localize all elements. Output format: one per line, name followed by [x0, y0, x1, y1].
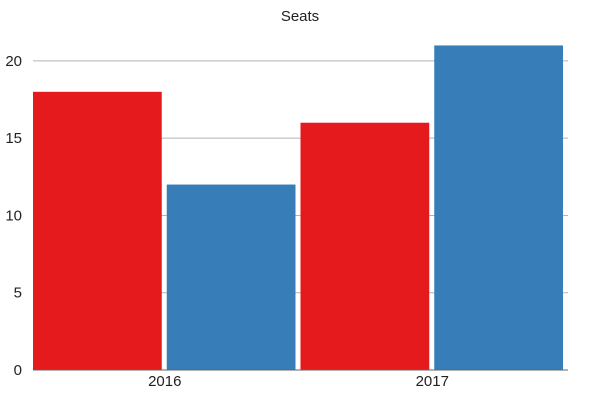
bar-2016-series-2 — [166, 184, 296, 370]
bar-2016-series-1 — [33, 91, 162, 371]
y-tick-label: 0 — [14, 362, 22, 379]
bars — [33, 45, 563, 371]
chart-title: Seats — [281, 8, 319, 25]
axes: 0 5 10 15 20 2016 2017 — [5, 53, 568, 390]
y-tick-label: 15 — [5, 130, 22, 147]
y-tick-label: 10 — [5, 207, 22, 224]
bar-2017-series-2 — [434, 45, 563, 371]
x-tick-label: 2016 — [148, 373, 181, 390]
y-tick-label: 20 — [5, 53, 22, 70]
y-tick-label: 5 — [14, 285, 22, 302]
x-tick-label: 2017 — [416, 373, 449, 390]
bar-2017-series-1 — [300, 122, 430, 371]
